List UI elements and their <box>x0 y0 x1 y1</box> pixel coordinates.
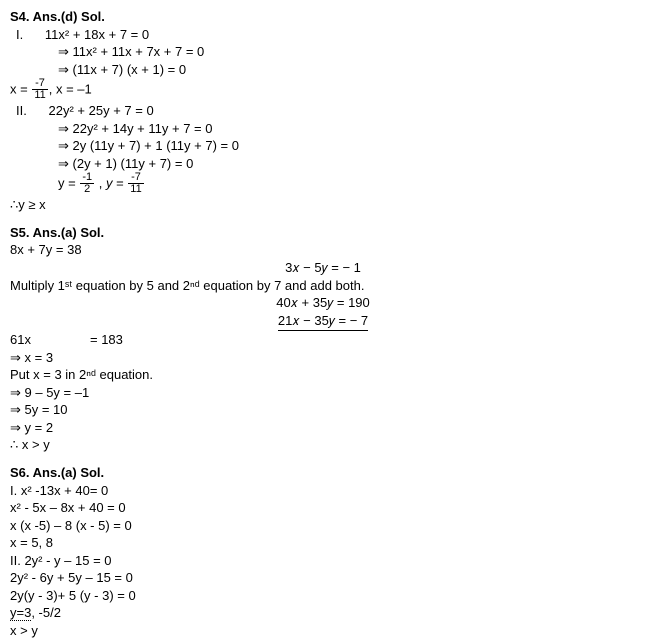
s4-i-line3: ⇒ (11x + 7) (x + 1) = 0 <box>10 61 636 79</box>
s4-i-line1: I. 11x² + 18x + 7 = 0 <box>10 26 636 44</box>
spacer <box>10 454 636 464</box>
spacer <box>10 214 636 224</box>
s4-ii-label: II. <box>16 103 27 118</box>
s4-x-rest: x = –1 <box>56 82 92 97</box>
s5-step1: ⇒ 9 – 5y = –1 <box>10 384 636 402</box>
frac-den: 11 <box>128 184 143 196</box>
s4-y-frac1: -12 <box>80 172 94 196</box>
s5-multiply-text: Multiply 1ˢᵗ equation by 5 and 2ⁿᵈ equat… <box>10 277 636 295</box>
frac-den: 11 <box>32 90 47 102</box>
s4-x-frac: -711 <box>32 78 47 102</box>
s5-step2: ⇒ 5y = 10 <box>10 401 636 419</box>
s6-l5: II. 2y² - y – 15 = 0 <box>10 552 636 570</box>
s4-i-line2: ⇒ 11x² + 11x + 7x + 7 = 0 <box>10 43 636 61</box>
s6-l6: 2y² - 6y + 5y – 15 = 0 <box>10 569 636 587</box>
s4-ii-eq1: 22y² + 25y + 7 = 0 <box>49 103 154 118</box>
s5-61x-line: 61x= 183 <box>10 331 636 349</box>
s4-y-eq2: = <box>112 176 127 191</box>
s6-l8: y=3, -5/2 <box>10 604 636 622</box>
s6-l3: x (x -5) – 8 (x - 5) = 0 <box>10 517 636 535</box>
s4-y-solution: y = -12 , y = -711 <box>10 172 636 196</box>
s4-ii-line2: ⇒ 22y² + 14y + 11y + 7 = 0 <box>10 120 636 138</box>
s6-l7: 2y(y - 3)+ 5 (y - 3) = 0 <box>10 587 636 605</box>
s6-l8a: y=3 <box>10 605 31 621</box>
s4-x-prefix: x = <box>10 82 31 97</box>
s5-conclusion: ∴ x > y <box>10 436 636 454</box>
s4-conclusion: ∴y ≥ x <box>10 196 636 214</box>
s5-x3: ⇒ x = 3 <box>10 349 636 367</box>
s6-conclusion: x > y <box>10 622 636 640</box>
s5-step3: ⇒ y = 2 <box>10 419 636 437</box>
s6-l8b: , -5/2 <box>31 605 61 620</box>
s5-center-eq1: 3𝑥 − 5𝑦 = − 1 <box>10 259 636 277</box>
s4-ii-line4: ⇒ (2y + 1) (11y + 7) = 0 <box>10 155 636 173</box>
s5-61x-a: 61x <box>10 331 90 349</box>
s4-heading: S4. Ans.(d) Sol. <box>10 8 636 26</box>
s4-y-frac2: -711 <box>128 172 143 196</box>
s4-i-eq1: 11x² + 18x + 7 = 0 <box>45 27 149 42</box>
s5-put: Put x = 3 in 2ⁿᵈ equation. <box>10 366 636 384</box>
s4-y-mid: , <box>95 176 106 191</box>
s6-l1: I. x² -13x + 40= 0 <box>10 482 636 500</box>
s5-eq-underline: 21𝑥 − 35𝑦 = − 7 <box>278 312 368 332</box>
s6-l4: x = 5, 8 <box>10 534 636 552</box>
s4-y-prefix: y = <box>58 176 79 191</box>
s4-ii-line1: II. 22y² + 25y + 7 = 0 <box>10 102 636 120</box>
s4-i-label: I. <box>16 27 23 42</box>
s4-ii-line3: ⇒ 2y (11y + 7) + 1 (11y + 7) = 0 <box>10 137 636 155</box>
s6-heading: S6. Ans.(a) Sol. <box>10 464 636 482</box>
s6-l2: x² - 5x – 8x + 40 = 0 <box>10 499 636 517</box>
s4-x-solution: x = -711, x = –1 <box>10 78 636 102</box>
s5-center-eq3: 21𝑥 − 35𝑦 = − 7 <box>10 312 636 332</box>
s5-eq1: 8x + 7y = 38 <box>10 241 636 259</box>
s4-x-sep: , <box>49 82 56 97</box>
s5-heading: S5. Ans.(a) Sol. <box>10 224 636 242</box>
s5-61x-b: = 183 <box>90 332 123 347</box>
solutions-page: S4. Ans.(d) Sol. I. 11x² + 18x + 7 = 0 ⇒… <box>0 0 646 634</box>
s5-center-eq2: 40𝑥 + 35𝑦 = 190 <box>10 294 636 312</box>
frac-den: 2 <box>80 184 94 196</box>
